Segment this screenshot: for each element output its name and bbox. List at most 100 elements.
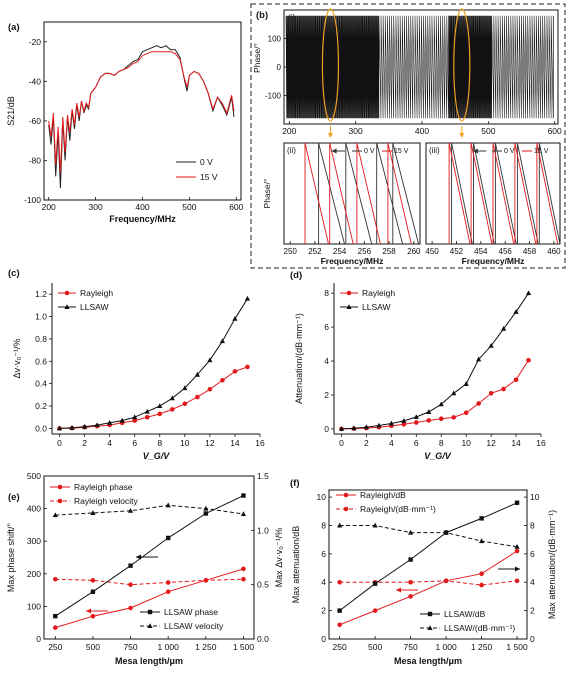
y2-tick-label: 0.5 [257,580,269,590]
series-line-LLSAW [341,292,529,430]
legend-marker [343,492,349,498]
data-point [463,410,469,416]
data-point [338,426,345,431]
y-tick-label: 400 [27,504,41,514]
y-tick-label: 0.0 [35,423,47,433]
data-point [195,394,200,400]
x-tick-label: 500 [182,202,196,212]
series-line [55,504,244,516]
y2-tick-label: 2 [530,606,535,616]
x-tick-label: 4 [107,438,112,448]
data-point [514,500,520,505]
data-point [443,529,449,535]
data-point [194,371,200,377]
data-point [182,385,188,391]
data-point [128,605,133,611]
data-point [107,420,113,425]
x-axis-label: V_G/V [143,451,171,461]
x-tick-label: 6 [414,438,419,448]
data-point [245,364,250,370]
data-point [127,507,134,513]
legend-label: Rayleigh/dB [360,490,406,500]
data-point [426,418,432,423]
data-point [488,390,494,396]
legend-marker [346,304,352,309]
y-tick-label: 6 [321,549,326,559]
sub-label: (iii) [429,146,440,155]
data-point [165,589,171,595]
panel-label: (a) [8,22,20,33]
legend-label: 15 V [394,148,409,155]
x-tick-label: 454 [474,247,488,256]
data-point [203,511,209,516]
x-tick-label: 8 [439,438,444,448]
y-tick-label: 0 [36,634,41,644]
data-point [479,571,484,577]
data-point [476,401,481,406]
x-tick-label: 750 [404,642,418,652]
y-tick-label: 100 [27,601,41,611]
arrow-head [86,608,91,614]
x-tick-label: 2 [364,438,369,448]
data-point [413,414,419,420]
data-point [372,522,378,528]
phase-trace-0V [318,142,420,245]
x-tick-label: 458 [523,247,537,256]
series-line-15V [48,51,235,173]
data-point [388,420,394,426]
legend-marker [57,484,63,490]
data-point [501,386,506,392]
x-tick-label: 500 [368,642,382,652]
data-point [500,326,507,331]
y-tick-label: 2 [321,606,326,616]
data-point [514,578,520,584]
data-point [479,582,484,588]
legend-marker [64,290,70,296]
panel-label: (b) [256,10,268,21]
y-tick-label: -20 [29,37,42,47]
y-tick-label: 0 [321,634,326,644]
data-point [52,576,58,582]
y-axis-label: Max attenuation/dB [291,526,301,604]
x-tick-label: 4 [389,438,394,448]
legend-label: Rayleigh [80,288,113,298]
series-line-Rayleigh [59,366,248,429]
data-point [90,613,96,619]
y-tick-label: 2 [324,390,329,400]
legend-marker [147,623,153,628]
y-axis-label: Max phase shift/° [6,523,16,593]
legend-label: LLSAW/dB [444,609,486,619]
phase-trace-15V [448,142,559,245]
data-point [408,557,413,562]
legend-label: LLSAW velocity [164,621,224,631]
data-point [203,505,209,511]
data-point [52,512,58,518]
phase-trace-0V [451,142,561,245]
data-point [337,579,342,585]
data-point [144,414,150,420]
x-tick-label: 500 [481,126,495,136]
data-point [182,401,188,407]
data-point [52,625,58,630]
legend-label: Rayleigh/(dB·mm⁻¹) [360,504,436,514]
data-point [207,357,213,363]
y-tick-label: 500 [27,471,41,481]
highlight-ellipse-250 [321,8,340,122]
data-point [479,516,484,521]
y-tick-label: 4 [321,577,326,587]
x-tick-label: 200 [42,202,56,212]
y-tick-label: 8 [324,288,329,298]
y-tick-label: 0.8 [35,334,47,344]
data-point [426,409,432,414]
zoom-arrow-head [327,133,333,138]
x-tick-label: 14 [230,438,240,448]
data-point [513,309,519,314]
x-tick-label: 2 [82,438,87,448]
series-line-LLSAW [59,298,248,429]
x-tick-label: 250 [284,247,298,256]
y-tick-label: 0.4 [35,379,47,389]
arrow-head [331,148,337,154]
data-point [408,594,413,599]
data-point [244,295,251,301]
